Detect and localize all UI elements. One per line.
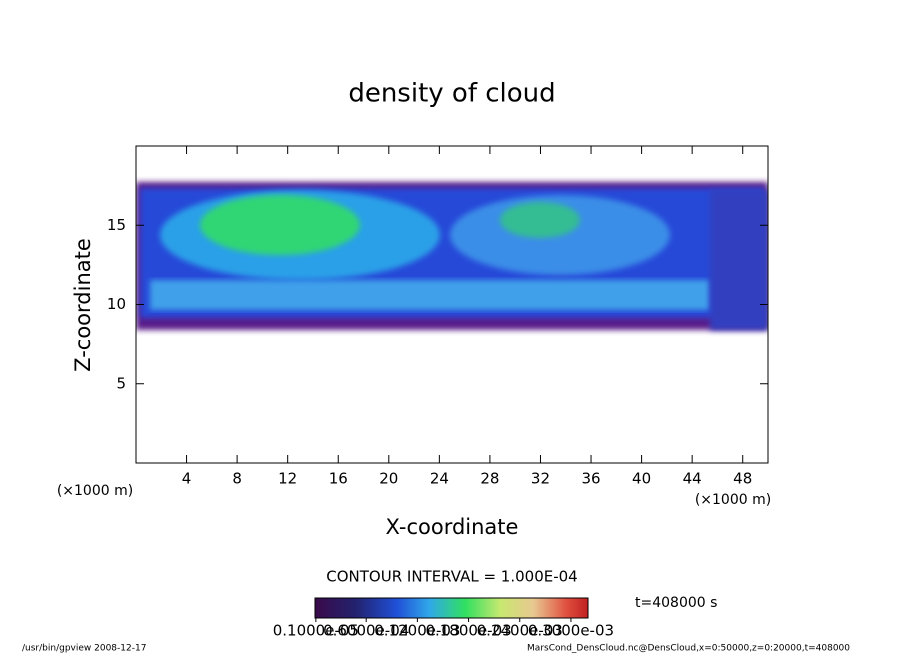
colorbar-tick-label: 0.1000e-05 — [273, 622, 359, 640]
x-tick-label: 20 — [379, 470, 398, 488]
x-tick-label: 12 — [278, 470, 297, 488]
colorbar-tick-label: 0.2400e-03 — [477, 622, 563, 640]
x-tick-label: 36 — [581, 470, 600, 488]
colorbar-tick-label: 0.1200e-03 — [374, 622, 460, 640]
x-unit-left: (×1000 m) — [57, 483, 133, 499]
time-label: t=408000 s — [635, 595, 717, 611]
x-tick-label: 16 — [329, 470, 348, 488]
chart-title: density of cloud — [348, 79, 555, 109]
x-tick-label: 24 — [430, 470, 449, 488]
x-tick-label: 8 — [232, 470, 242, 488]
contour-interval: CONTOUR INTERVAL = 1.000E-04 — [326, 568, 577, 586]
x-tick-label: 44 — [683, 470, 702, 488]
y-tick-label: 15 — [107, 216, 126, 234]
y-tick-label: 10 — [107, 295, 126, 313]
footer-right: MarsCond_DensCloud.nc@DensCloud,x=0:5000… — [527, 644, 850, 654]
x-tick-label: 4 — [182, 470, 192, 488]
colorbar-tick-label: 0.3000e-03 — [528, 622, 614, 640]
colorbar-tick-label: 0.1800e-03 — [425, 622, 511, 640]
footer-left: /usr/bin/gpview 2008-12-17 — [22, 644, 146, 654]
x-tick-label: 40 — [632, 470, 651, 488]
y-tick-label: 5 — [116, 374, 126, 392]
x-axis-label: X-coordinate — [386, 515, 519, 539]
colorbar — [314, 597, 589, 619]
x-tick-label: 48 — [733, 470, 752, 488]
colorbar-tick-label: 0.6000e-04 — [323, 622, 409, 640]
cloud-field — [136, 182, 768, 330]
x-tick-label: 32 — [531, 470, 550, 488]
y-axis-label: Z-coordinate — [71, 238, 95, 372]
x-tick-label: 28 — [480, 470, 499, 488]
x-unit-right: (×1000 m) — [695, 492, 771, 508]
